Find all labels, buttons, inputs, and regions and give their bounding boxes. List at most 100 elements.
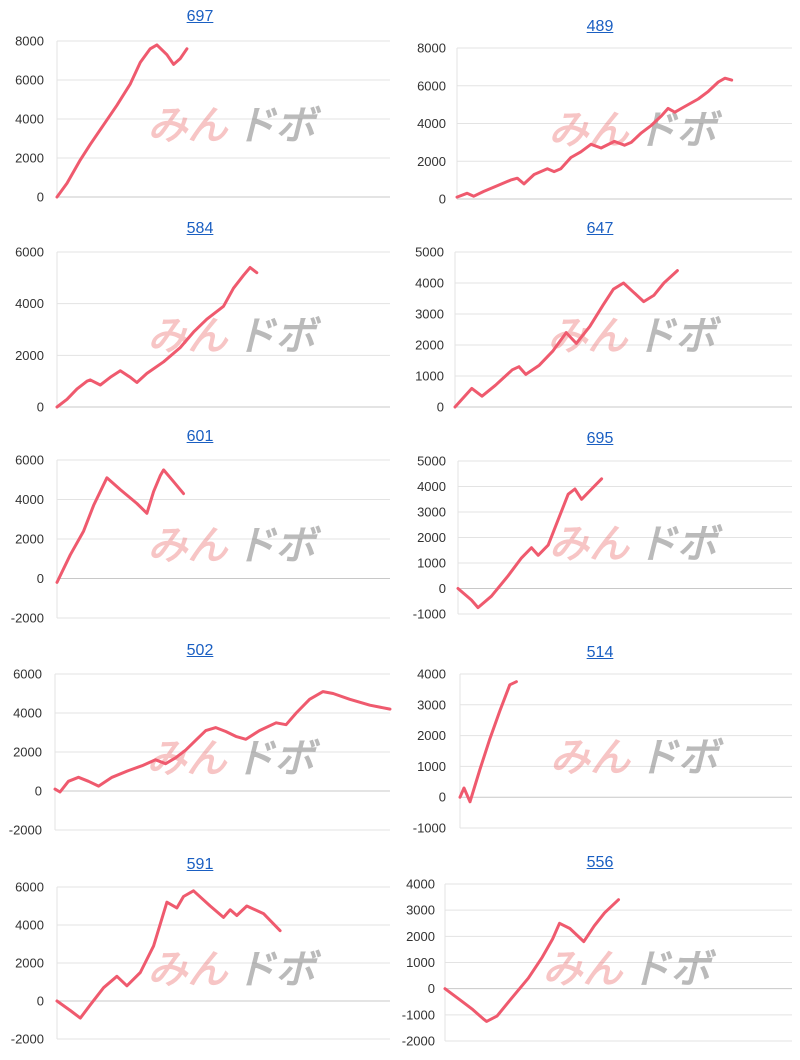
y-tick-label: 8000 [15,34,44,49]
y-tick-label: 5000 [417,454,446,469]
watermark-text-a: みん [543,947,625,993]
y-tick-label: 0 [37,994,44,1009]
watermark-text-b: ドボ [235,736,321,782]
chart-plot: 4000 3000 2000 1000 0 -1000 -2000 みん ドボ [402,877,792,1049]
watermark-logo: みん ドボ [148,103,322,149]
watermark-text-b: ドボ [631,947,717,993]
y-tick-label: 0 [37,400,44,415]
chart-panel-5: 695 5000 4000 3000 2000 1000 0 -1000 みん ドボ [400,422,800,634]
chart-panel-8: 591 6000 4000 2000 0 -2000 みん ドボ [0,848,400,1060]
y-tick-label: 1000 [406,955,435,970]
chart-plot: 8000 6000 4000 2000 0 みん ドボ [15,34,390,205]
y-tick-label: -2000 [402,1034,435,1049]
watermark-logo: みん ドボ [550,735,724,781]
y-tick-label: 4000 [13,706,42,721]
watermark-logo: みん ドボ [148,947,322,993]
y-tick-label: 0 [35,784,42,799]
series-line [55,43,189,199]
y-tick-label: 2000 [15,151,44,166]
watermark-text-b: ドボ [638,735,724,781]
y-tick-label: 4000 [15,492,44,507]
y-tick-label: -2000 [11,611,44,626]
chart-title-link[interactable]: 697 [186,8,214,25]
chart-title-link[interactable]: 591 [186,856,214,873]
y-tick-label: 6000 [15,453,44,468]
chart-title-link[interactable]: 489 [586,18,614,35]
y-tick-label: 6000 [15,73,44,88]
watermark-text-a: みん [549,522,631,568]
chart-plot: 8000 6000 4000 2000 0 みん ドボ [417,41,792,207]
watermark-text-b: ドボ [236,103,322,149]
y-tick-label: 6000 [13,667,42,682]
y-tick-label: 6000 [417,78,446,93]
y-tick-label: 0 [439,192,446,207]
chart-title-link[interactable]: 502 [186,642,214,659]
chart-title-link[interactable]: 556 [586,854,614,871]
series-line [55,266,259,409]
chart-plot: 6000 4000 2000 0 -2000 みん ドボ [9,667,392,838]
y-tick-label: 8000 [417,41,446,56]
chart-title-link[interactable]: 584 [186,220,214,237]
y-tick-label: 2000 [15,532,44,547]
watermark-text-b: ドボ [637,522,723,568]
watermark-logo: みん ドボ [148,314,322,360]
series-line [455,76,734,199]
chart-plot: 4000 3000 2000 1000 0 -1000 みん ドボ [413,667,792,836]
y-tick-label: 2000 [406,929,435,944]
watermark-text-a: みん [148,947,230,993]
series-line [453,269,679,409]
y-tick-label: 2000 [417,154,446,169]
chart-plot: 5000 4000 3000 2000 1000 0 -1000 みん ドボ [413,454,792,622]
y-tick-label: 0 [439,581,446,596]
y-tick-label: -2000 [9,823,42,838]
y-tick-label: 2000 [15,348,44,363]
watermark-logo: みん ドボ [548,314,722,360]
series-line [55,889,282,1020]
chart-title-link[interactable]: 647 [586,220,614,237]
y-tick-label: 4000 [415,276,444,291]
series-line [458,680,518,804]
y-tick-label: 6000 [15,880,44,895]
chart-plot: 6000 4000 2000 0 みん ドボ [15,245,390,415]
watermark-logo: みん ドボ [549,108,723,154]
chart-panel-9: 556 4000 3000 2000 1000 0 -1000 -2000 みん ドボ [400,848,800,1060]
chart-title-link[interactable]: 601 [186,428,214,445]
y-tick-label: 2000 [417,530,446,545]
y-tick-label: 3000 [417,697,446,712]
y-tick-label: 1000 [417,759,446,774]
y-tick-label: 4000 [15,918,44,933]
chart-panel-0: 697 8000 6000 4000 2000 0 みん ドボ [0,0,400,212]
y-tick-label: 3000 [415,307,444,322]
y-tick-label: 2000 [13,745,42,760]
y-tick-label: 4000 [15,112,44,127]
y-tick-label: 0 [37,190,44,205]
y-tick-label: -1000 [413,607,446,622]
chart-panel-6: 502 6000 4000 2000 0 -2000 みん ドボ [0,636,400,848]
y-tick-label: 0 [439,790,446,805]
watermark-logo: みん ドボ [148,523,322,569]
series-line [53,690,392,794]
watermark-text-a: みん [148,103,230,149]
chart-title-link[interactable]: 514 [586,644,614,661]
series-line [443,898,620,1023]
chart-panel-3: 647 5000 4000 3000 2000 1000 0 みん ドボ [400,212,800,424]
watermark-text-b: ドボ [236,947,322,993]
series-line [55,468,185,584]
y-tick-label: 1000 [415,369,444,384]
y-tick-label: -1000 [402,1007,435,1022]
y-tick-label: 4000 [417,479,446,494]
y-tick-label: 2000 [417,728,446,743]
watermark-logo: みん ドボ [549,522,723,568]
y-tick-label: 0 [428,981,435,996]
y-tick-label: 0 [437,400,444,415]
watermark-logo: みん ドボ [147,736,321,782]
chart-title-link[interactable]: 695 [586,430,614,447]
y-tick-label: 5000 [415,245,444,260]
y-tick-label: 3000 [406,903,435,918]
watermark-text-b: ドボ [636,314,722,360]
chart-plot: 6000 4000 2000 0 -2000 みん ドボ [11,880,390,1047]
y-tick-label: 4000 [417,667,446,682]
chart-panel-4: 601 6000 4000 2000 0 -2000 みん ドボ [0,422,400,634]
y-tick-label: 6000 [15,245,44,260]
y-tick-label: -1000 [413,821,446,836]
